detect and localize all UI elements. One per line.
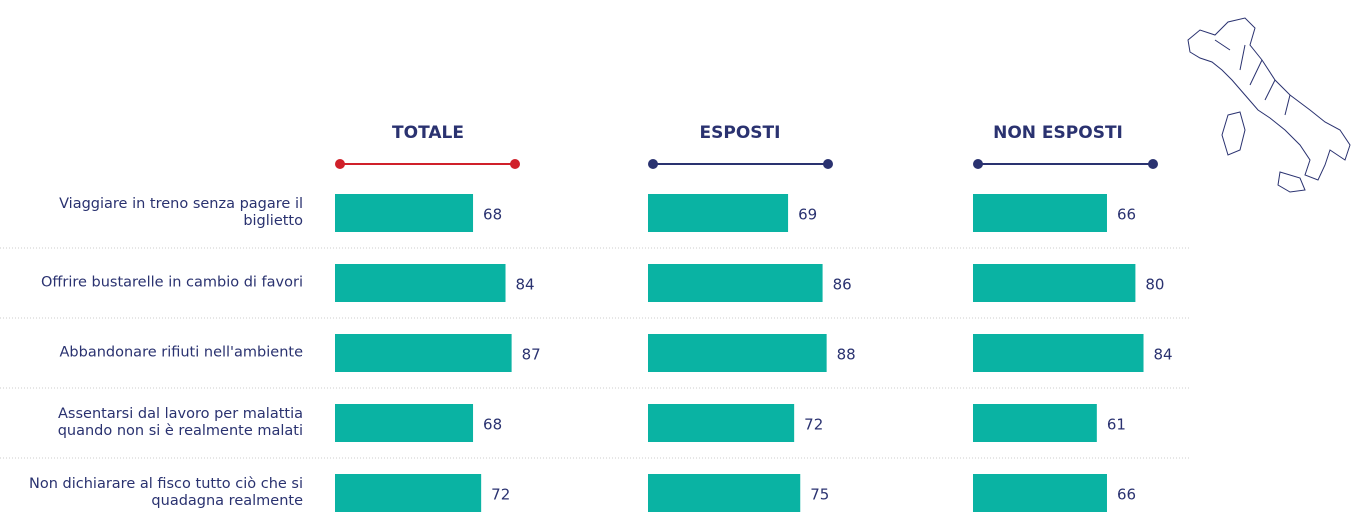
bar [973, 194, 1107, 232]
category-label: Abbandonare rifiuti nell'ambiente [59, 344, 303, 361]
value-label: 69 [798, 206, 817, 224]
category-label: Viaggiare in treno senza pagare il bigli… [59, 196, 303, 229]
bar [648, 334, 827, 372]
category-label: Non dichiarare al fisco tutto ciò che si… [29, 476, 303, 509]
category-label: Assentarsi dal lavoro per malattia quand… [57, 406, 303, 439]
panel-header: TOTALE [392, 123, 464, 143]
value-label: 68 [483, 416, 502, 434]
header-dot [823, 159, 833, 169]
italy-map [1187, 17, 1351, 193]
bar [648, 194, 789, 232]
header-dot [510, 159, 520, 169]
header-dot [1148, 159, 1158, 169]
bar [973, 264, 1136, 302]
bar [335, 334, 512, 372]
bar [648, 474, 801, 512]
value-label: 86 [833, 276, 852, 294]
value-label: 61 [1107, 416, 1126, 434]
value-label: 72 [804, 416, 823, 434]
bar [648, 404, 795, 442]
value-label: 66 [1117, 206, 1136, 224]
value-label: 72 [491, 486, 510, 504]
value-label: 87 [522, 346, 541, 364]
value-label: 66 [1117, 486, 1136, 504]
header-dot [335, 159, 345, 169]
value-label: 75 [810, 486, 829, 504]
value-label: 68 [483, 206, 502, 224]
panel-header: NON ESPOSTI [993, 123, 1123, 143]
value-label: 84 [1154, 346, 1173, 364]
bar [973, 404, 1097, 442]
value-label: 88 [837, 346, 856, 364]
value-label: 80 [1145, 276, 1164, 294]
value-label: 84 [516, 276, 535, 294]
header-dot [973, 159, 983, 169]
bar [335, 404, 474, 442]
bar [335, 194, 474, 232]
panel-header: ESPOSTI [700, 123, 781, 143]
header-dot [648, 159, 658, 169]
bar [335, 474, 482, 512]
category-label: Offrire bustarelle in cambio di favori [40, 274, 303, 291]
bar [973, 474, 1107, 512]
bar [973, 334, 1144, 372]
bar [335, 264, 506, 302]
bar [648, 264, 823, 302]
